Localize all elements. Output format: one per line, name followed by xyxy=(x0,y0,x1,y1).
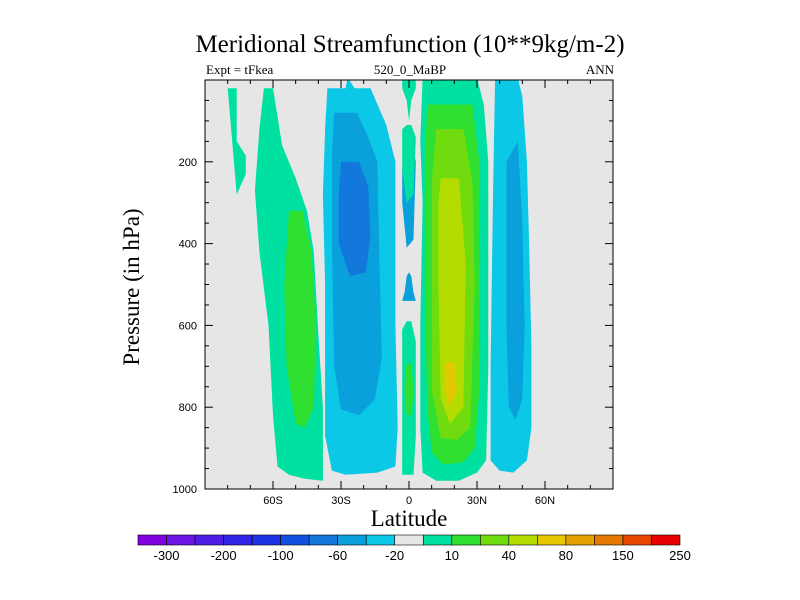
contour-region-5 xyxy=(338,161,371,277)
chart-title: Meridional Streamfunction (10**9kg/m-2) xyxy=(195,31,625,58)
x-axis-label: Latitude xyxy=(370,506,448,531)
season-label: ANN xyxy=(585,62,614,77)
x-tick-label: 60S xyxy=(263,495,283,507)
y-axis-label: Pressure (in hPa) xyxy=(119,208,144,366)
plot-frame xyxy=(204,79,614,490)
period-label: 520_0_MaBP xyxy=(373,62,447,77)
experiment-label: Expt = tFkea xyxy=(206,62,274,77)
contour-region-16 xyxy=(445,362,457,408)
contour-region-7 xyxy=(402,272,416,301)
contour-region-2 xyxy=(284,210,317,428)
contour-region-11 xyxy=(404,362,414,416)
contour-region-9 xyxy=(402,125,416,203)
x-tick-label: 30S xyxy=(331,495,351,507)
y-tick-label: 200 xyxy=(179,157,197,169)
contour-region-0 xyxy=(227,88,246,195)
contour-region-18 xyxy=(506,141,525,420)
x-tick-label: 0 xyxy=(406,495,412,507)
y-tick-label: 400 xyxy=(179,239,197,251)
y-tick-label: 800 xyxy=(179,402,197,414)
y-tick-label: 600 xyxy=(179,320,197,332)
contour-fills xyxy=(227,80,532,481)
contour-region-8 xyxy=(402,80,416,121)
axis-ticks: 200 400 600 800 1000 60S 30S 0 30N 60N xyxy=(173,80,613,507)
x-tick-label: 60N xyxy=(535,495,555,507)
y-tick-label: 1000 xyxy=(173,484,197,496)
x-tick-label: 30N xyxy=(467,495,487,507)
